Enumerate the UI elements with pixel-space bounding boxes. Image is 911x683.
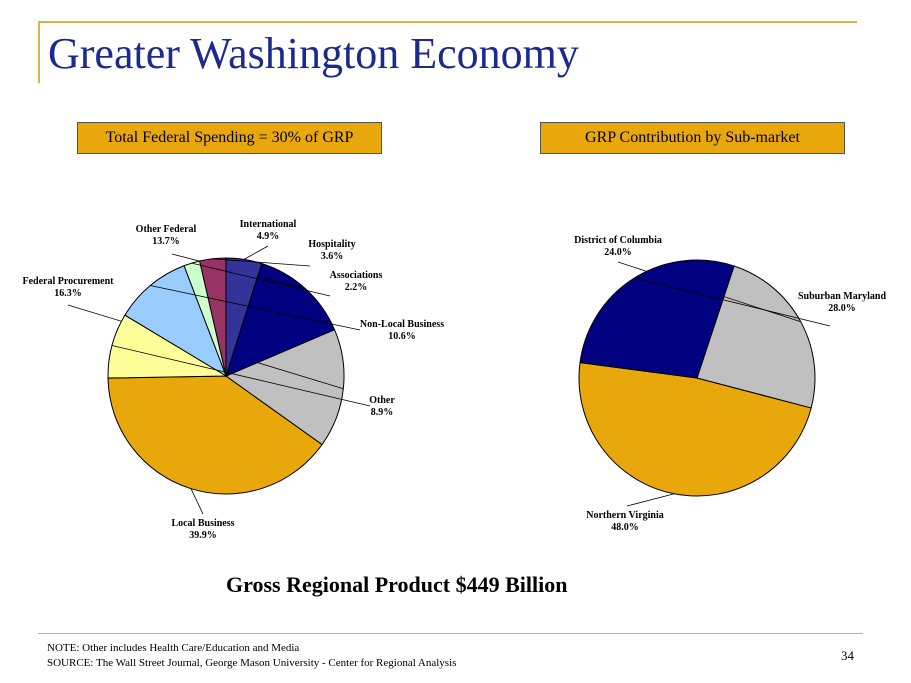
- pie2-label-suburban-maryland: Suburban Maryland: [798, 291, 887, 302]
- left-rule: [38, 21, 40, 83]
- pie1-slice-local-business: [107, 375, 323, 495]
- top-rule: [38, 21, 857, 23]
- page-title: Greater Washington Economy: [48, 29, 579, 78]
- pie1-label-local-business: Local Business: [171, 518, 234, 529]
- sub-market-banner: GRP Contribution by Sub-market: [540, 122, 845, 154]
- pie2-value-northern-virginia: 48.0%: [611, 522, 639, 533]
- pie1-value-hospitality: 3.6%: [321, 251, 344, 262]
- pie1-leader-associations: [191, 262, 331, 297]
- pie1-value-international: 4.9%: [257, 231, 280, 242]
- note-text: NOTE: Other includes Health Care/Educati…: [47, 642, 300, 654]
- pie1-leader-other: [111, 345, 371, 407]
- pie2-leader-northern-virginia: [626, 493, 675, 507]
- pie1-label-hospitality: Hospitality: [308, 239, 355, 250]
- pie1-value-associations: 2.2%: [345, 282, 368, 293]
- page-number: 34: [841, 648, 854, 663]
- pie1-label-associations: Associations: [330, 270, 383, 281]
- pie1-value-other: 8.9%: [371, 407, 394, 418]
- gross-regional-product-headline: Gross Regional Product $449 Billion: [226, 572, 568, 597]
- pie1-value-non-local-business: 10.6%: [388, 331, 416, 342]
- pie2-value-district-of-columbia: 24.0%: [604, 247, 632, 258]
- pie1-value-other-federal: 13.7%: [152, 236, 180, 247]
- pie1-label-international: International: [240, 219, 297, 230]
- pie1-label-federal-procurement: Federal Procurement: [23, 276, 115, 287]
- pie2-label-district-of-columbia: District of Columbia: [574, 235, 662, 246]
- bottom-rule: [38, 633, 863, 634]
- pie2-value-suburban-maryland: 28.0%: [828, 303, 856, 314]
- pie1-value-local-business: 39.9%: [189, 530, 217, 541]
- pie2-leader-suburban-maryland: [634, 277, 831, 327]
- source-text: SOURCE: The Wall Street Journal, George …: [47, 657, 457, 669]
- pie1-leader-non-local-business: [150, 285, 361, 331]
- federal-spending-banner: Total Federal Spending = 30% of GRP: [77, 122, 382, 154]
- pie1-leader-local-business: [190, 488, 204, 515]
- pie1-value-federal-procurement: 16.3%: [54, 288, 82, 299]
- pie1-label-non-local-business: Non-Local Business: [360, 319, 444, 330]
- pie1-label-other: Other: [369, 395, 395, 406]
- pie1-label-other-federal: Other Federal: [136, 224, 197, 235]
- pie2-label-northern-virginia: Northern Virginia: [586, 510, 664, 521]
- pie1-leader-international: [243, 245, 269, 260]
- pie1-leader-hospitality: [212, 258, 311, 267]
- pie1-slice-federal-procurement: [224, 329, 345, 446]
